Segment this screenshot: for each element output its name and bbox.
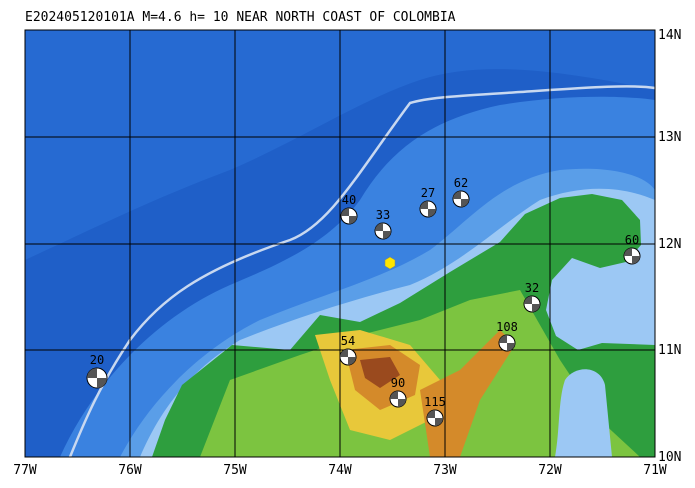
beachball-quadrant	[420, 201, 436, 217]
lat-label: 10N	[658, 450, 681, 465]
lat-label: 13N	[658, 130, 681, 145]
focal-mechanism: 32	[523, 281, 541, 313]
focal-mechanism: 115	[424, 395, 446, 427]
mountain-range	[420, 330, 515, 457]
event-depth: 33	[376, 208, 390, 222]
beachball-quadrant	[87, 368, 107, 388]
event-depth: 108	[496, 320, 518, 334]
beachball-quadrant	[453, 191, 469, 207]
beachball-quadrant	[427, 410, 443, 426]
beachball-quadrant	[624, 248, 640, 264]
contour-line	[68, 85, 656, 458]
lon-label: 76W	[118, 463, 142, 478]
event-depth: 40	[342, 193, 356, 207]
beachball-quadrant	[340, 349, 356, 365]
event-depth: 27	[421, 186, 435, 200]
focal-mechanism: 90	[389, 376, 407, 408]
focal-mechanism: 33	[374, 208, 392, 240]
focal-mechanism: 60	[623, 233, 641, 265]
focal-mechanism: 27	[419, 186, 437, 218]
lon-label: 77W	[13, 463, 37, 478]
map-title: E202405120101A M=4.6 h= 10 NEAR NORTH CO…	[25, 10, 456, 25]
focal-mechanism: 108	[496, 320, 518, 352]
lon-label: 73W	[433, 463, 457, 478]
lat-label: 14N	[658, 28, 681, 43]
lon-label: 75W	[223, 463, 247, 478]
ocean-band	[25, 30, 655, 260]
focal-mechanism: 40	[340, 193, 358, 225]
focal-mechanism: 62	[452, 176, 470, 208]
frame	[24, 29, 656, 458]
beachball-quadrant	[524, 296, 540, 312]
lat-label: 12N	[658, 237, 681, 252]
focal-mechanism: 20	[86, 353, 108, 389]
event-depth: 90	[391, 376, 405, 390]
grid	[24, 29, 656, 458]
lake	[555, 369, 612, 457]
event-depth: 32	[525, 281, 539, 295]
beachball-quadrant	[499, 335, 515, 351]
event-depth: 115	[424, 395, 446, 409]
event-depth: 20	[90, 353, 104, 367]
event-depth: 62	[454, 176, 468, 190]
lon-label: 71W	[643, 463, 667, 478]
beachball-quadrant	[390, 391, 406, 407]
lon-label: 74W	[328, 463, 352, 478]
lat-label: 11N	[658, 343, 681, 358]
map-area	[24, 29, 656, 458]
peak	[360, 357, 400, 388]
beachball-quadrant	[375, 223, 391, 239]
event-depth: 54	[341, 334, 355, 348]
epicenter	[384, 256, 396, 270]
lon-label: 72W	[538, 463, 562, 478]
event-depth: 60	[625, 233, 639, 247]
focal-mechanism: 54	[339, 334, 357, 366]
beachball-quadrant	[341, 208, 357, 224]
